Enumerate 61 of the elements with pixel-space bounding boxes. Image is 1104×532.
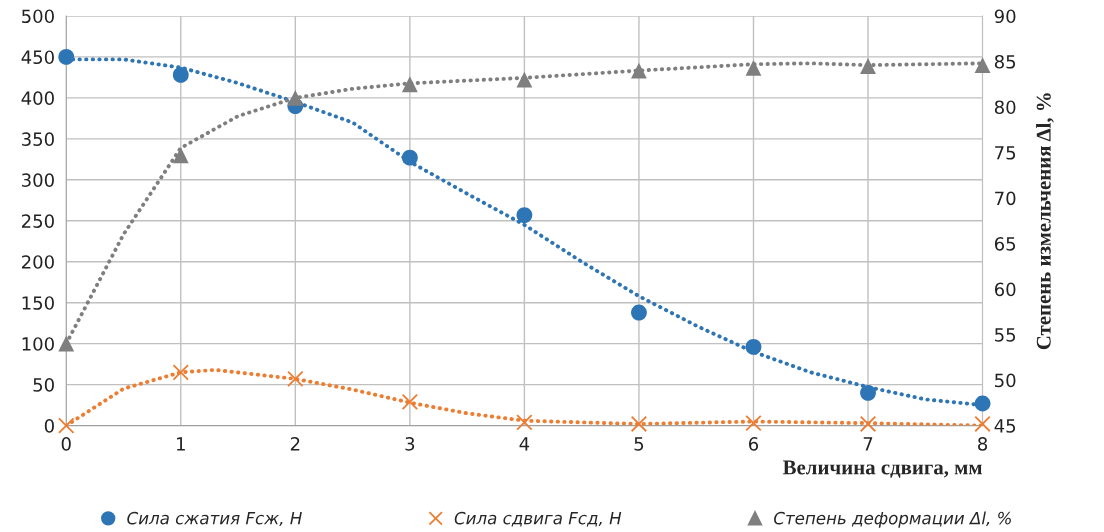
x-tick-label: 0 bbox=[61, 437, 71, 451]
x-tick-label: 5 bbox=[634, 437, 644, 451]
point bbox=[172, 67, 189, 83]
y2-tick-label: 85 bbox=[994, 54, 1016, 69]
y2-tick-label: 80 bbox=[994, 100, 1016, 115]
point bbox=[172, 147, 189, 164]
y-tick-label: 0 bbox=[44, 419, 54, 433]
y-tick-label: 300 bbox=[22, 173, 54, 187]
y2-tick-label: 60 bbox=[994, 282, 1016, 297]
point bbox=[516, 71, 533, 88]
y2-tick-label: 50 bbox=[995, 373, 1016, 388]
y2-tick-label: 45 bbox=[994, 419, 1016, 433]
x-tick-label: 3 bbox=[405, 437, 415, 451]
y-tick-label: 450 bbox=[21, 50, 54, 65]
point bbox=[745, 339, 762, 355]
legend-label: Сила сдвига Fсд, Н bbox=[454, 511, 622, 527]
x-tick-label: 4 bbox=[519, 437, 530, 451]
point bbox=[745, 59, 762, 76]
x-tick-label: 2 bbox=[290, 437, 300, 451]
point bbox=[401, 149, 418, 166]
point bbox=[287, 89, 304, 106]
y-tick-label: 200 bbox=[21, 255, 54, 269]
y2-tick-label: 70 bbox=[995, 191, 1016, 206]
point bbox=[58, 49, 75, 65]
y-tick-label: 250 bbox=[21, 214, 54, 228]
y-tick-label: 50 bbox=[33, 378, 54, 392]
x-tick-label: 7 bbox=[863, 437, 873, 451]
point bbox=[401, 76, 418, 93]
point bbox=[859, 415, 877, 433]
x-axis-title: Величина сдвига, мм bbox=[782, 460, 982, 478]
y-tick-label: 350 bbox=[22, 132, 54, 146]
y-tick-label: 500 bbox=[22, 9, 54, 24]
point bbox=[631, 62, 647, 79]
point bbox=[974, 415, 991, 433]
point bbox=[401, 393, 419, 411]
point bbox=[745, 414, 762, 432]
point bbox=[631, 304, 647, 321]
point bbox=[860, 384, 876, 401]
y2-tick-label: 55 bbox=[995, 328, 1016, 342]
x-tick-label: 8 bbox=[978, 437, 988, 451]
point bbox=[58, 335, 75, 352]
point bbox=[58, 417, 75, 434]
point bbox=[516, 414, 533, 431]
y2-tick-label: 90 bbox=[994, 9, 1016, 24]
x-tick-label: 1 bbox=[177, 437, 185, 451]
y2-tick-label: 75 bbox=[995, 146, 1016, 160]
point bbox=[974, 57, 991, 74]
y2-tick-label: 65 bbox=[994, 237, 1016, 251]
point bbox=[974, 395, 991, 412]
point bbox=[630, 415, 648, 433]
y-tick-label: 100 bbox=[22, 337, 54, 351]
y2-axis-title: Степень измельчения Δl, % bbox=[1036, 93, 1054, 350]
y-tick-label: 400 bbox=[21, 91, 54, 105]
y-tick-label: 150 bbox=[22, 296, 54, 310]
legend-label: Сила сжатия Fсж, Н bbox=[127, 511, 302, 527]
point bbox=[172, 364, 189, 381]
point bbox=[516, 207, 533, 223]
point bbox=[860, 58, 876, 74]
x-tick-label: 6 bbox=[749, 437, 759, 451]
legend-label: Степень деформации Δl, % bbox=[774, 511, 1011, 528]
point bbox=[287, 370, 304, 388]
